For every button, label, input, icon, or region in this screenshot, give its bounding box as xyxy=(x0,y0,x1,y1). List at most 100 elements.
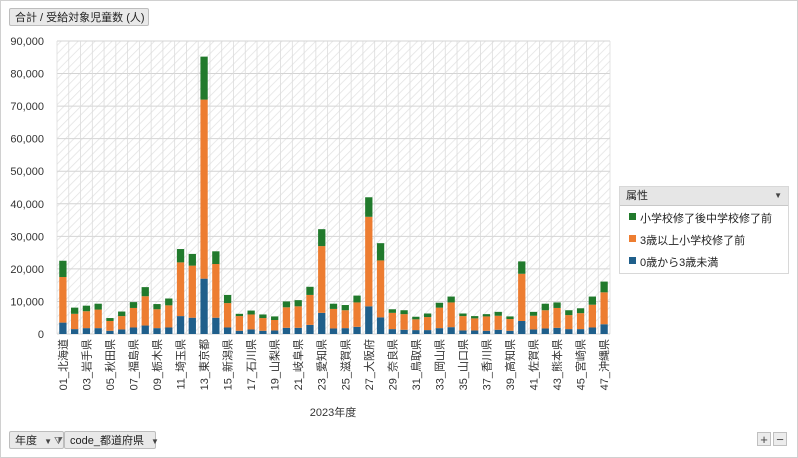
bar-segment[interactable] xyxy=(482,314,491,317)
bar-segment[interactable] xyxy=(188,265,196,318)
bar-segment[interactable] xyxy=(318,229,326,247)
bar-segment[interactable] xyxy=(529,329,538,334)
bar-segment[interactable] xyxy=(118,316,126,330)
bar-segment[interactable] xyxy=(435,302,444,308)
bar-segment[interactable] xyxy=(82,311,91,329)
bar-segment[interactable] xyxy=(576,313,585,330)
bar-segment[interactable] xyxy=(71,313,79,330)
bar-segment[interactable] xyxy=(118,329,126,334)
bar-segment[interactable] xyxy=(176,249,185,263)
bar-segment[interactable] xyxy=(482,330,491,334)
bar-segment[interactable] xyxy=(400,310,408,315)
bar-segment[interactable] xyxy=(59,260,67,278)
bar-segment[interactable] xyxy=(576,329,585,334)
bar-segment[interactable] xyxy=(423,317,432,331)
bar-segment[interactable] xyxy=(82,305,91,312)
bar-segment[interactable] xyxy=(600,281,608,293)
legend-field-button[interactable]: 属性 ▼ xyxy=(620,187,788,206)
bar-segment[interactable] xyxy=(188,317,196,334)
bar-segment[interactable] xyxy=(471,330,479,334)
bar-segment[interactable] xyxy=(529,311,538,316)
bar-segment[interactable] xyxy=(294,306,302,328)
bar-segment[interactable] xyxy=(447,296,455,303)
prefecture-code-field-button[interactable]: code_都道府県 ▼ xyxy=(64,431,159,449)
bar-segment[interactable] xyxy=(588,296,596,305)
bar-segment[interactable] xyxy=(165,298,173,306)
bar-segment[interactable] xyxy=(129,307,138,328)
bar-segment[interactable] xyxy=(223,303,232,328)
year-field-button[interactable]: 年度 ▼ ⧩ xyxy=(9,431,64,449)
bar-segment[interactable] xyxy=(106,330,114,334)
bar-segment[interactable] xyxy=(388,309,396,313)
value-field-button[interactable]: 合計 / 受給対象児童数 (人) xyxy=(9,8,149,26)
bar-segment[interactable] xyxy=(435,328,444,334)
bar-segment[interactable] xyxy=(129,302,138,308)
bar-segment[interactable] xyxy=(294,327,302,334)
bar-segment[interactable] xyxy=(447,327,455,334)
bar-segment[interactable] xyxy=(459,313,467,317)
bar-segment[interactable] xyxy=(141,325,149,334)
bar-segment[interactable] xyxy=(294,300,302,307)
bar-segment[interactable] xyxy=(176,262,185,317)
bar-segment[interactable] xyxy=(459,316,467,331)
bar-segment[interactable] xyxy=(259,318,267,331)
bar-segment[interactable] xyxy=(282,301,291,308)
bar-segment[interactable] xyxy=(329,308,338,329)
bar-segment[interactable] xyxy=(247,329,255,334)
bar-segment[interactable] xyxy=(223,294,232,304)
bar-segment[interactable] xyxy=(365,197,373,217)
bar-segment[interactable] xyxy=(506,316,514,320)
bar-segment[interactable] xyxy=(259,330,267,334)
bar-segment[interactable] xyxy=(494,315,502,330)
bar-segment[interactable] xyxy=(329,303,338,309)
bar-segment[interactable] xyxy=(212,264,220,318)
bar-segment[interactable] xyxy=(412,319,420,331)
bar-segment[interactable] xyxy=(518,261,526,274)
collapse-field-button[interactable]: − xyxy=(773,432,787,446)
bar-segment[interactable] xyxy=(82,328,91,334)
bar-segment[interactable] xyxy=(200,278,208,334)
bar-segment[interactable] xyxy=(353,326,361,334)
bar-segment[interactable] xyxy=(541,328,549,334)
bar-segment[interactable] xyxy=(59,277,67,323)
bar-segment[interactable] xyxy=(518,273,526,321)
bar-segment[interactable] xyxy=(282,307,291,328)
bar-segment[interactable] xyxy=(553,307,561,328)
bar-segment[interactable] xyxy=(376,260,385,318)
bar-segment[interactable] xyxy=(365,306,373,334)
bar-segment[interactable] xyxy=(212,317,220,334)
bar-segment[interactable] xyxy=(306,286,314,295)
bar-segment[interactable] xyxy=(423,330,432,334)
bar-segment[interactable] xyxy=(129,327,138,334)
bar-segment[interactable] xyxy=(271,320,279,331)
bar-segment[interactable] xyxy=(412,330,420,334)
bar-segment[interactable] xyxy=(247,314,255,330)
bar-segment[interactable] xyxy=(506,319,514,331)
bar-segment[interactable] xyxy=(471,316,479,319)
bar-segment[interactable] xyxy=(306,294,314,325)
bar-segment[interactable] xyxy=(176,316,185,334)
bar-segment[interactable] xyxy=(341,310,349,329)
bar-segment[interactable] xyxy=(141,287,149,297)
bar-segment[interactable] xyxy=(600,324,608,334)
bar-segment[interactable] xyxy=(565,315,573,330)
bar-segment[interactable] xyxy=(94,303,102,310)
bar-segment[interactable] xyxy=(118,311,126,317)
bar-segment[interactable] xyxy=(59,322,67,334)
bar-segment[interactable] xyxy=(482,316,491,331)
bar-segment[interactable] xyxy=(71,307,79,314)
bar-segment[interactable] xyxy=(412,316,420,320)
bar-segment[interactable] xyxy=(271,330,279,334)
bar-segment[interactable] xyxy=(529,315,538,330)
bar-segment[interactable] xyxy=(541,303,549,311)
bar-segment[interactable] xyxy=(553,302,561,308)
bar-segment[interactable] xyxy=(94,309,102,329)
bar-segment[interactable] xyxy=(223,327,232,334)
bar-segment[interactable] xyxy=(588,327,596,334)
bar-segment[interactable] xyxy=(376,317,385,334)
bar-segment[interactable] xyxy=(94,328,102,334)
bar-segment[interactable] xyxy=(306,324,314,334)
bar-segment[interactable] xyxy=(494,329,502,334)
bar-segment[interactable] xyxy=(106,320,114,331)
bar-segment[interactable] xyxy=(435,307,444,329)
